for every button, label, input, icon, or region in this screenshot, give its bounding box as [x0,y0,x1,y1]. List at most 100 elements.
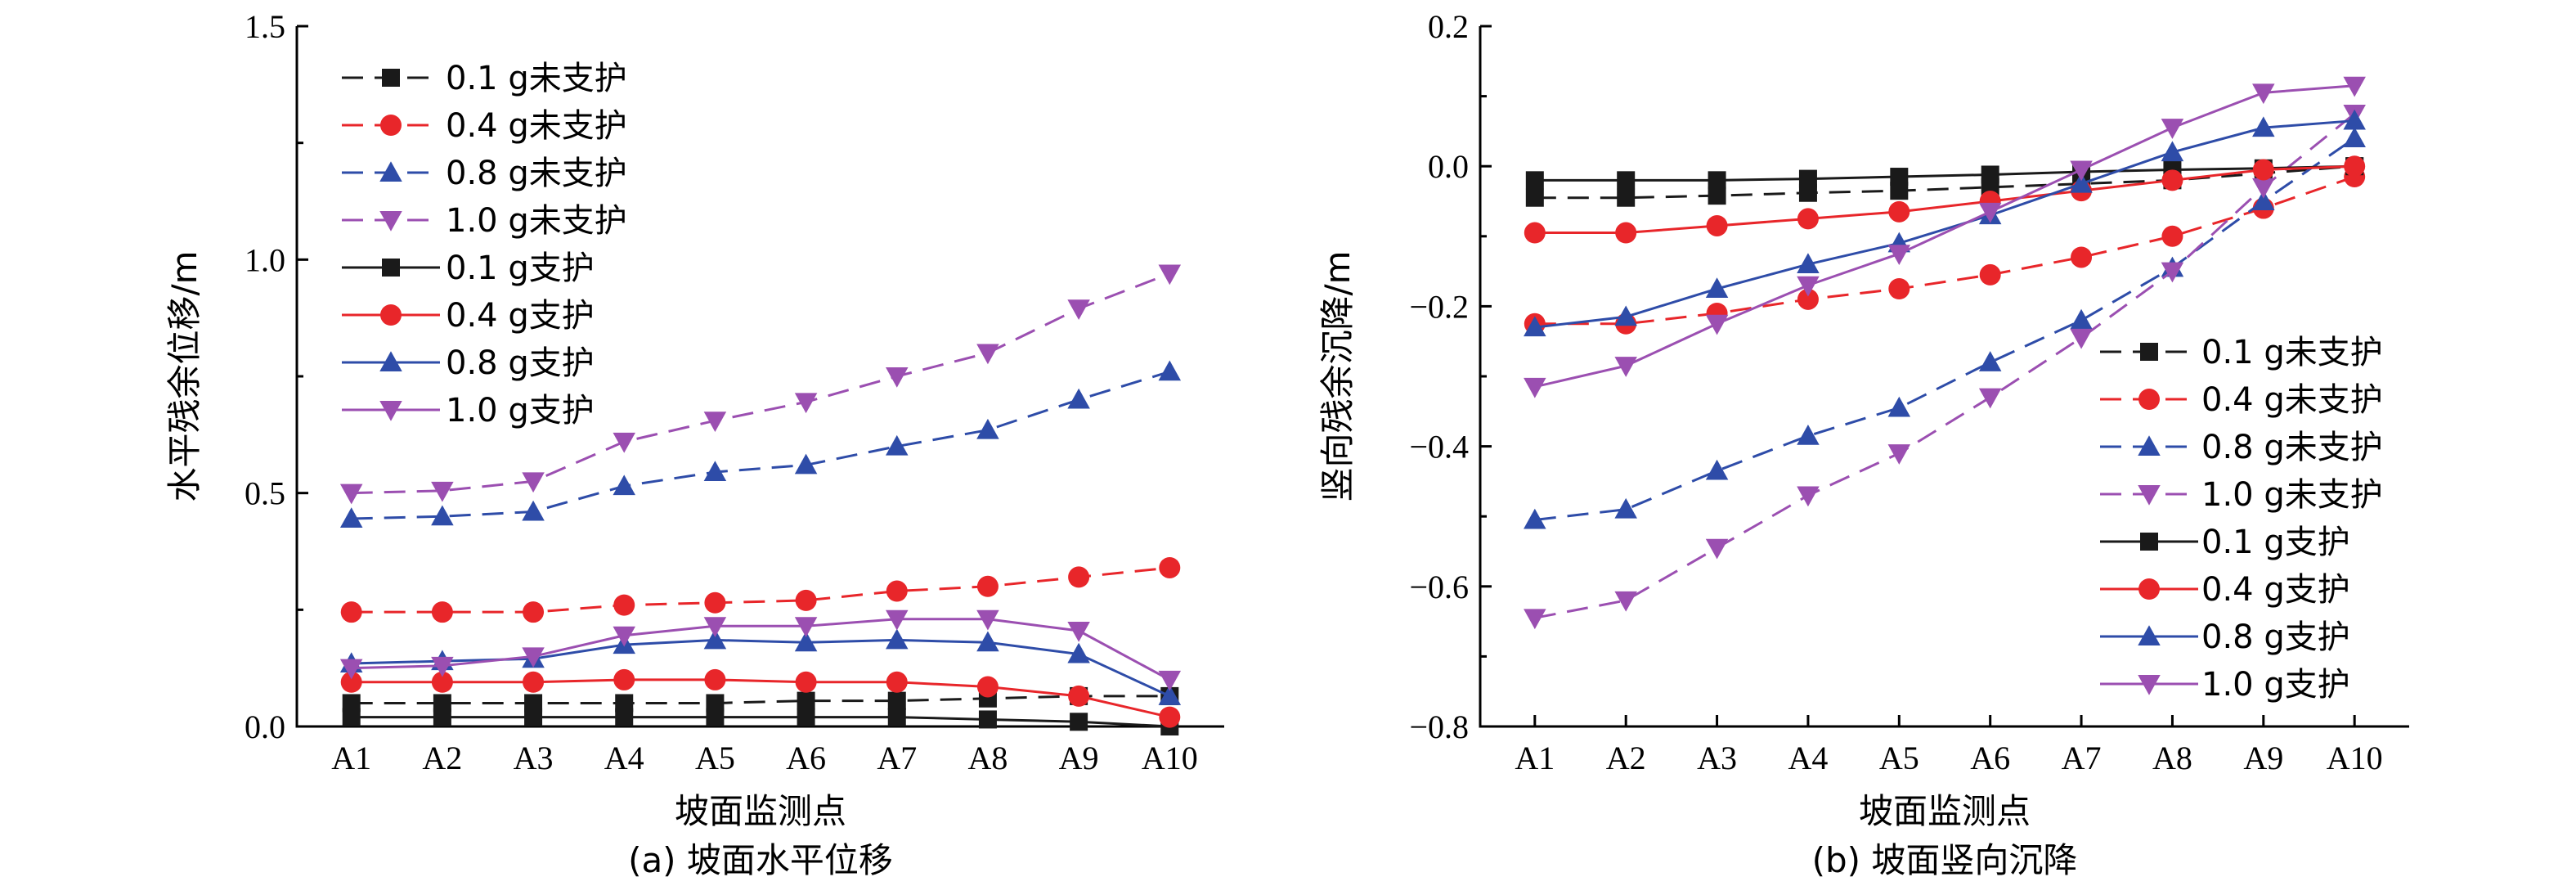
legend-marker [379,161,402,182]
chart-panel-b: −0.8 −0.6 −0.4 −0.2 0.0 0.2 A1 A2 A3 A4 A5 A6 A7 A8 A9… [1317,8,2409,880]
data-point [1708,187,1726,205]
data-point [1708,171,1726,190]
y-tick-label: 1.5 [245,8,285,45]
data-point [1525,188,1544,207]
legend-label: 0.8 g支护 [446,344,595,382]
legend-marker [2138,625,2161,645]
series-line [1534,137,2356,521]
data-point [794,631,818,652]
data-point [1525,171,1544,190]
legend-marker [2140,533,2158,551]
data-point [1159,556,1181,578]
data-point [976,418,999,439]
data-point [1614,497,1637,519]
x-axis-title: 坡面监测点 [675,791,846,831]
data-point [2070,160,2093,182]
data-point [339,507,363,528]
legend-marker [379,401,402,421]
legend-label: 0.8 g未支护 [446,155,627,192]
legend-marker [379,351,402,371]
data-point [431,656,454,677]
data-point [795,589,817,611]
data-point [976,344,999,365]
data-point [703,617,727,638]
data-point [2344,155,2366,178]
data-point [1067,299,1090,321]
legend-marker [2138,435,2161,456]
data-point [1887,245,1911,265]
series-line [1534,164,2355,200]
legend-label: 1.0 g未支护 [2201,476,2383,514]
data-point [522,647,545,668]
data-point [1524,316,1546,337]
legend-label: 0.1 g支护 [2201,524,2350,561]
data-point [1158,360,1182,381]
y-axis-title: 水平残余位移/m [164,250,204,501]
data-point [1888,278,1910,299]
data-point [886,434,909,456]
data-point [1158,264,1182,286]
data-point [797,708,815,726]
data-point [978,710,997,729]
data-point [2252,83,2275,105]
legend-label: 0.1 g支护 [446,250,595,287]
data-point [886,580,908,602]
data-point [431,505,454,526]
axis-frame [295,26,1224,728]
data-point [339,483,363,505]
x-tick-label: A9 [1059,740,1099,776]
data-point [1615,222,1637,244]
data-point [976,575,999,597]
data-point [431,601,453,623]
x-tick-label: A4 [604,740,644,776]
x-tick-label: A8 [967,740,1008,776]
data-point [1070,713,1088,731]
x-axis-title: 坡面监测点 [1859,791,2031,831]
data-point [886,628,909,650]
data-point [1887,444,1911,465]
y-tick-label: 0.0 [245,708,285,745]
data-point [1614,591,1637,612]
data-point [1978,388,2002,409]
data-point [1705,314,1729,335]
data-point [524,708,543,726]
data-point [1524,508,1546,529]
series-line [1534,164,2355,235]
y-tick-label: 0.2 [1428,8,1469,45]
x-tick-label: A4 [1788,740,1828,776]
data-point [1159,706,1181,728]
data-point [613,432,635,453]
data-point [1797,288,1819,310]
series-line [1534,84,2355,389]
legend-label: 1.0 g支护 [2201,666,2350,704]
data-point [703,461,727,481]
legend-marker [380,115,402,136]
x-tick-label: A1 [331,740,371,776]
data-point [1798,183,1817,202]
data-point [522,500,545,521]
data-point [2161,141,2184,162]
legend-marker [382,259,400,277]
x-tick-label: A10 [2327,740,2383,776]
y-tick-label: −0.4 [1409,429,1469,465]
data-point [2161,262,2184,283]
data-point [797,691,815,710]
series-line [351,618,1171,681]
data-point [2343,127,2366,147]
data-point [342,708,361,726]
data-point [2343,109,2366,130]
data-point [706,694,725,713]
data-point [613,474,635,496]
series-line [351,272,1170,495]
data-point [1524,377,1546,398]
data-point [887,708,906,726]
series-04s [1524,155,2366,244]
series-line [351,638,1170,698]
chart-caption: (a) 坡面水平位移 [628,840,893,880]
y-tick-label: −0.8 [1409,708,1469,745]
series-line [1534,175,2355,326]
legend-marker [2138,675,2161,695]
data-point [1890,182,1909,200]
legend-label: 0.1 g未支护 [446,60,627,97]
data-point [1614,305,1637,326]
